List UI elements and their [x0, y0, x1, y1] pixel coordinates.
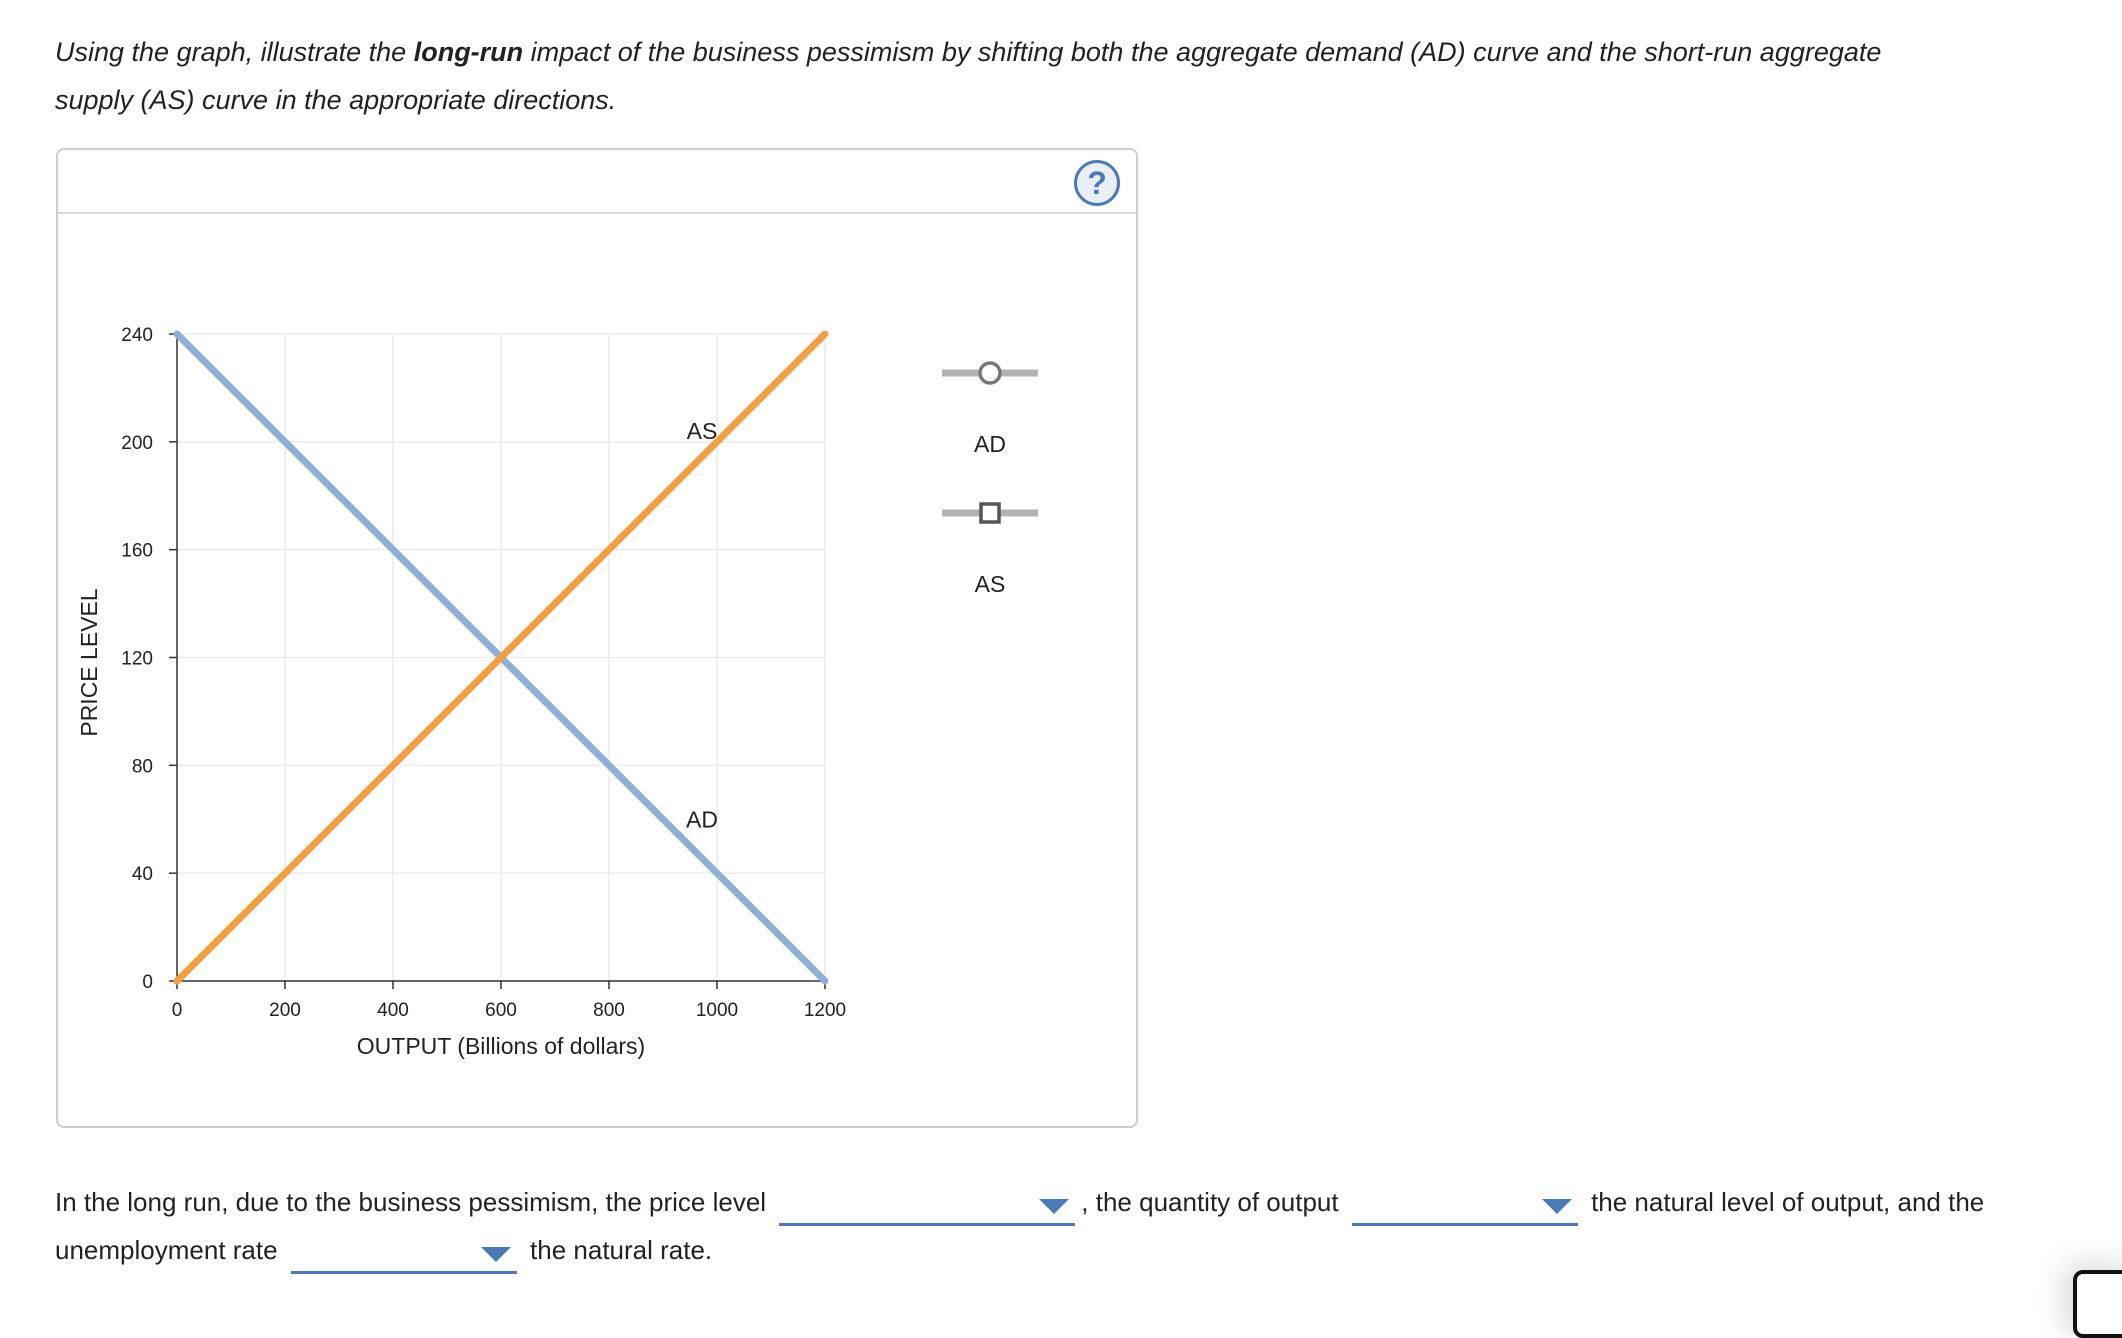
as-curve-tool-icon[interactable]	[979, 502, 1001, 524]
x-axis-title: OUTPUT (Billions of dollars)	[357, 1033, 645, 1059]
instructions-text-2: impact of the business pessimism by shif…	[55, 37, 1882, 115]
y-tick-label: 240	[121, 325, 153, 346]
palette-label-as: AS	[975, 571, 1006, 597]
question-text-2: , the quantity of output	[1081, 1187, 1339, 1217]
y-tick-label: 80	[132, 756, 153, 777]
y-tick-label: 120	[121, 649, 153, 670]
price-level-dropdown[interactable]	[779, 1187, 1076, 1226]
curve-label-ad: AD	[686, 806, 718, 832]
question-text-1: In the long run, due to the business pes…	[55, 1187, 767, 1217]
x-tick-label: 800	[593, 1000, 625, 1021]
chevron-down-icon	[1039, 1199, 1070, 1214]
chevron-down-icon	[480, 1247, 511, 1262]
x-tick-label: 1200	[804, 1000, 846, 1021]
instructions: Using the graph, illustrate the long-run…	[55, 28, 1955, 124]
y-tick-label: 160	[121, 541, 153, 562]
panel-header	[58, 150, 1136, 214]
y-axis-title: PRICE LEVEL	[76, 588, 102, 736]
output-dropdown[interactable]	[1351, 1187, 1578, 1226]
question-text-4: the natural rate.	[530, 1235, 713, 1265]
y-tick-label: 0	[142, 972, 153, 993]
x-tick-label: 1000	[696, 1000, 738, 1021]
x-tick-label: 200	[269, 1000, 301, 1021]
ad-curve-tool-icon[interactable]	[978, 361, 1002, 385]
y-tick-label: 40	[132, 864, 153, 885]
x-tick-label: 400	[377, 1000, 409, 1021]
series-line-as[interactable]	[173, 330, 829, 985]
curve-label-as: AS	[687, 418, 718, 444]
instructions-text-1: Using the graph, illustrate the	[55, 37, 414, 67]
question-text-3: the natural level of output, and the une…	[55, 1187, 1985, 1265]
palette-label-ad: AD	[974, 431, 1006, 457]
help-icon[interactable]: ?	[1074, 160, 1120, 206]
instructions-bold: long-run	[413, 37, 524, 67]
graph-panel: ?	[56, 148, 1138, 1128]
question: In the long run, due to the business pes…	[55, 1178, 2095, 1274]
y-tick-label: 200	[121, 433, 153, 454]
unemployment-dropdown[interactable]	[290, 1235, 517, 1274]
thumbnail-preview[interactable]	[2073, 1270, 2122, 1338]
chevron-down-icon	[1541, 1199, 1572, 1214]
x-tick-label: 600	[485, 1000, 517, 1021]
x-tick-label: 0	[172, 1000, 183, 1021]
